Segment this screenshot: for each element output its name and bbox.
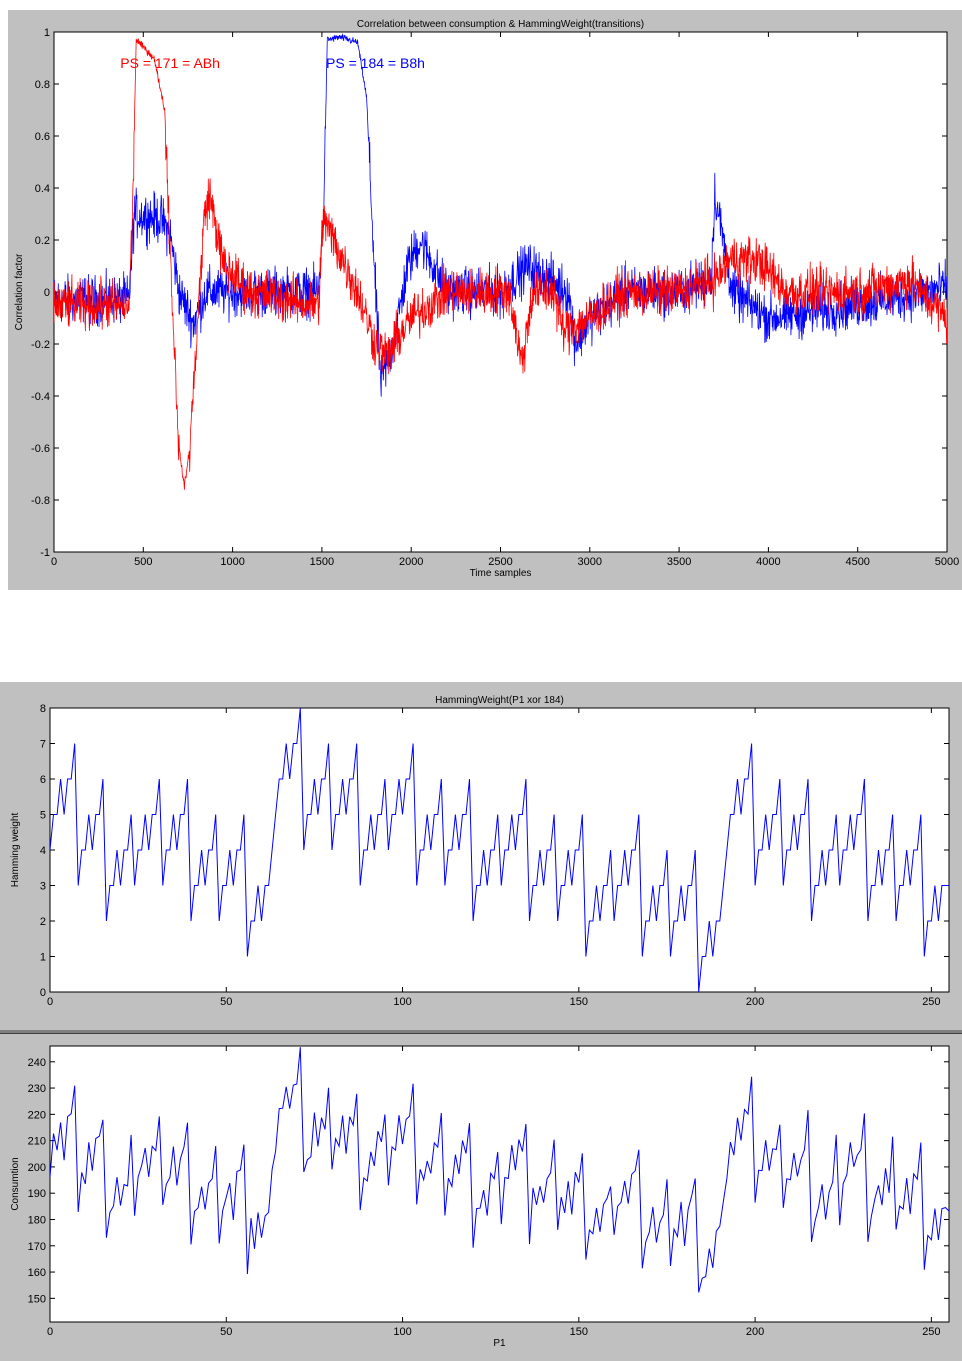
x-tick-label: 4000 [756, 556, 780, 568]
series-line-1 [54, 38, 947, 490]
y-tick-label: 6 [40, 774, 46, 786]
x-tick-label: 3500 [667, 556, 691, 568]
panel-divider [0, 1030, 962, 1033]
hamming-weight-line [50, 708, 949, 992]
x-tick-label: 150 [570, 996, 588, 1008]
y-tick-label: 7 [40, 739, 46, 751]
y-tick-label: 230 [28, 1083, 46, 1095]
y-tick-label: 8 [40, 703, 46, 715]
x-tick-label: 0 [47, 1326, 53, 1338]
y-tick-label: -0.2 [31, 339, 50, 351]
x-tick-label: 1000 [220, 556, 244, 568]
y-tick-label: 150 [28, 1293, 46, 1305]
consumption-line [50, 1047, 949, 1293]
y-tick-label: -1 [40, 547, 50, 559]
x-tick-label: 100 [393, 1326, 411, 1338]
y-tick-label: 1 [40, 952, 46, 964]
y-tick-label: 0.8 [35, 79, 50, 91]
x-tick-label: 2500 [488, 556, 512, 568]
y-axis-label: Consumtion [10, 1157, 21, 1210]
y-tick-label: -0.4 [31, 391, 50, 403]
series-line-0 [54, 33, 947, 397]
x-tick-label: 2000 [399, 556, 423, 568]
y-tick-label: 0.4 [35, 183, 50, 195]
y-tick-label: 160 [28, 1267, 46, 1279]
x-tick-label: 4500 [845, 556, 869, 568]
y-tick-label: 5 [40, 810, 46, 822]
x-tick-label: 0 [51, 556, 57, 568]
correlation-figure: 0 500 1000 1500 2000 2500 3000 3500 4000 4500 5000… [8, 10, 962, 590]
y-tick-label: 240 [28, 1057, 46, 1069]
annotation-label: PS = 184 = B8h [326, 55, 425, 71]
y-tick-label: 0.6 [35, 131, 50, 143]
chart-title: Correlation between consumption & Hammin… [357, 19, 644, 30]
y-tick-label: 3 [40, 881, 46, 893]
x-axis-label: Time samples [470, 568, 532, 579]
x-tick-label: 100 [393, 996, 411, 1008]
x-axis-label: P1 [493, 1338, 506, 1349]
y-tick-label: 200 [28, 1162, 46, 1174]
chart-title: HammingWeight(P1 xor 184) [435, 695, 564, 706]
y-tick-label: 0.2 [35, 235, 50, 247]
x-tick-label: 150 [570, 1326, 588, 1338]
y-tick-label: 1 [44, 27, 50, 39]
y-axis-label: Hamming weight [10, 813, 21, 888]
y-tick-label: 210 [28, 1136, 46, 1148]
y-tick-label: 0 [44, 287, 50, 299]
y-tick-label: 0 [40, 987, 46, 999]
y-tick-label: 2 [40, 916, 46, 928]
y-tick-label: 220 [28, 1109, 46, 1121]
x-tick-label: 200 [746, 996, 764, 1008]
y-tick-label: 190 [28, 1188, 46, 1200]
y-axis-label: Correlation factor [14, 253, 25, 330]
correlation-chart: 0 500 1000 1500 2000 2500 3000 3500 4000 4500 5000… [14, 19, 959, 579]
y-tick-label: 180 [28, 1214, 46, 1226]
x-tick-label: 250 [922, 1326, 940, 1338]
hamming-consumption-figure: 0 50 100 150 200 250 0 1 2 3 4 5 6 7 8 HammingWeight(P1… [0, 682, 962, 1361]
hamming-consumption-charts: 0 50 100 150 200 250 0 1 2 3 4 5 6 7 8 HammingWeight(P1… [0, 695, 962, 1349]
x-tick-label: 0 [47, 996, 53, 1008]
x-tick-label: 1500 [310, 556, 334, 568]
x-tick-label: 5000 [935, 556, 959, 568]
x-tick-label: 50 [220, 996, 232, 1008]
y-tick-label: 4 [40, 845, 46, 857]
x-tick-label: 250 [922, 996, 940, 1008]
panel-divider-shadow [0, 1033, 962, 1034]
x-tick-label: 500 [134, 556, 152, 568]
y-tick-label: -0.6 [31, 443, 50, 455]
x-tick-label: 200 [746, 1326, 764, 1338]
x-tick-label: 50 [220, 1326, 232, 1338]
annotation-label: PS = 171 = ABh [120, 55, 220, 71]
y-tick-label: -0.8 [31, 495, 50, 507]
y-tick-label: 170 [28, 1241, 46, 1253]
x-tick-label: 3000 [578, 556, 602, 568]
